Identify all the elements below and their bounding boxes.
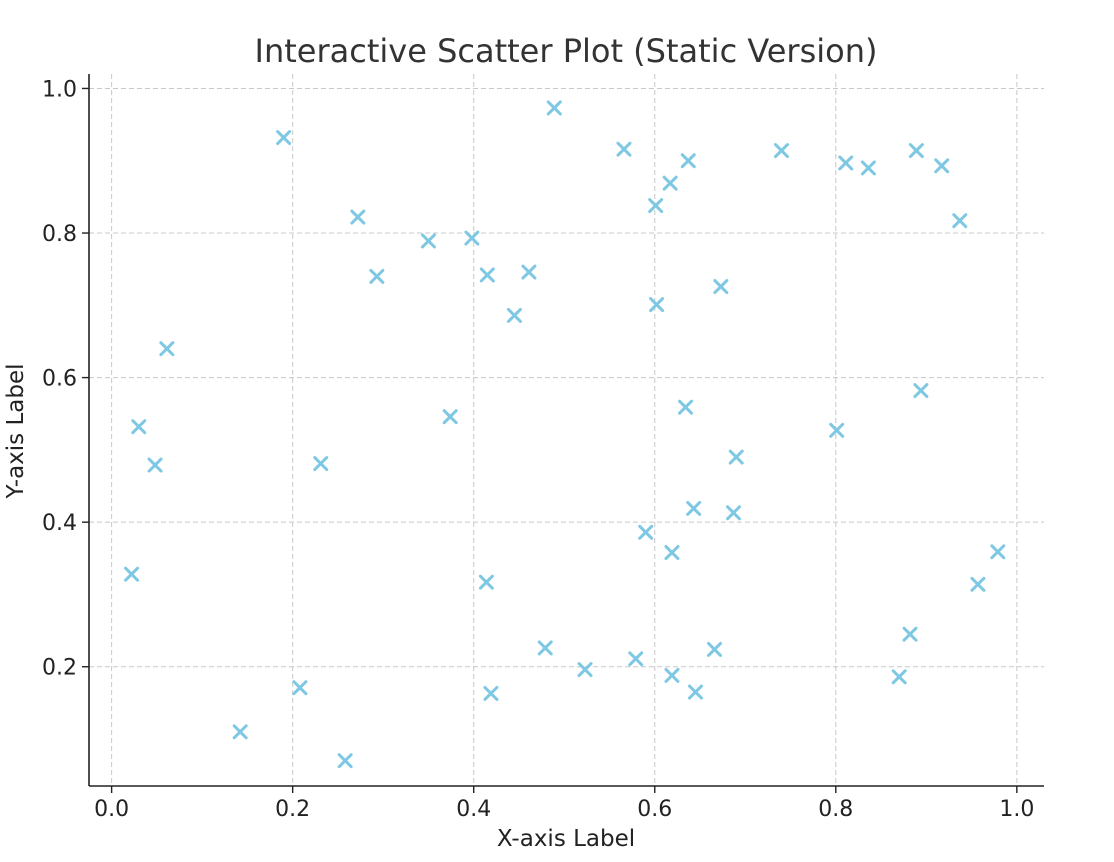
- y-axis-label: Y-axis Label: [3, 363, 29, 499]
- x-tick-label: 1.0: [999, 797, 1034, 822]
- data-point: [638, 524, 654, 540]
- x-axis-label: X-axis Label: [497, 826, 635, 852]
- y-tick-label: 0.8: [42, 222, 77, 247]
- data-point: [147, 457, 163, 473]
- data-point: [628, 651, 644, 667]
- y-tick-label: 0.2: [42, 656, 77, 681]
- data-point: [479, 267, 495, 283]
- x-tick-label: 0.2: [275, 797, 310, 822]
- data-point: [913, 383, 929, 399]
- data-point: [773, 143, 789, 159]
- data-point: [464, 230, 480, 246]
- data-point: [829, 422, 845, 438]
- data-point: [990, 544, 1006, 560]
- data-point: [478, 574, 494, 590]
- y-tick-label: 0.6: [42, 367, 77, 392]
- data-point: [537, 640, 553, 656]
- data-point: [891, 669, 907, 685]
- data-point: [664, 667, 680, 683]
- data-points: [124, 100, 1006, 769]
- x-tick-label: 0.8: [818, 797, 853, 822]
- data-point: [952, 213, 968, 229]
- data-point: [687, 684, 703, 700]
- data-point: [506, 307, 522, 323]
- data-point: [276, 130, 292, 146]
- data-point: [442, 409, 458, 425]
- grid-lines: [89, 74, 1044, 786]
- data-point: [350, 209, 366, 225]
- data-point: [649, 297, 665, 313]
- data-point: [726, 505, 742, 521]
- data-point: [713, 279, 729, 295]
- x-tick-label: 0.6: [637, 797, 672, 822]
- x-tick-label: 0.4: [456, 797, 491, 822]
- y-tick-label: 0.4: [42, 511, 77, 536]
- data-point: [420, 233, 436, 249]
- data-point: [860, 160, 876, 176]
- data-point: [521, 264, 537, 280]
- data-point: [124, 566, 140, 582]
- data-point: [908, 143, 924, 159]
- data-point: [707, 641, 723, 657]
- data-point: [728, 449, 744, 465]
- data-point: [662, 175, 678, 191]
- data-point: [232, 724, 248, 740]
- ticks: 0.0 0.2 0.4 0.6 0.8 1.0 0.2 0.4 0.6 0.8 1.0: [42, 77, 1034, 822]
- data-point: [292, 680, 308, 696]
- data-point: [546, 100, 562, 116]
- chart-title: Interactive Scatter Plot (Static Version…: [255, 32, 878, 70]
- data-point: [369, 268, 385, 284]
- data-point: [902, 626, 918, 642]
- data-point: [483, 685, 499, 701]
- data-point: [970, 576, 986, 592]
- y-tick-label: 1.0: [42, 77, 77, 102]
- data-point: [664, 545, 680, 561]
- data-point: [680, 153, 696, 169]
- data-point: [934, 158, 950, 174]
- data-point: [313, 456, 329, 472]
- data-point: [337, 753, 353, 769]
- data-point: [838, 155, 854, 171]
- data-point: [159, 341, 175, 357]
- data-point: [678, 399, 694, 415]
- x-tick-label: 0.0: [94, 797, 129, 822]
- data-point: [648, 198, 664, 214]
- data-point: [131, 419, 147, 435]
- data-point: [686, 500, 702, 516]
- data-point: [616, 141, 632, 157]
- data-point: [577, 662, 593, 678]
